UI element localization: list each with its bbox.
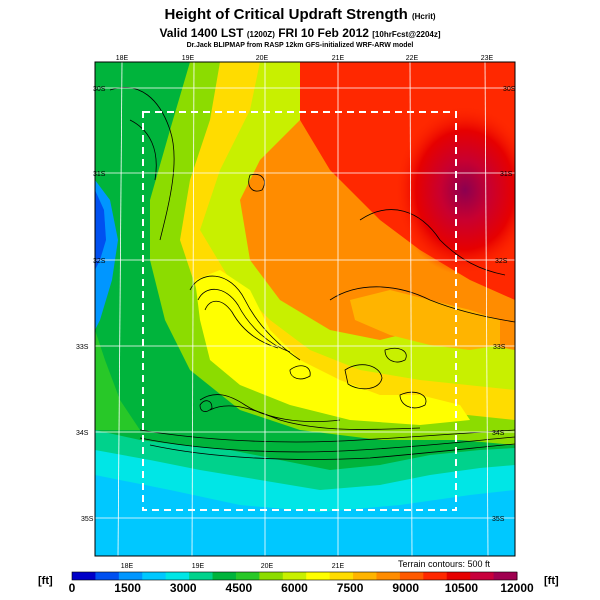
lat-label-right: 31S xyxy=(500,171,513,178)
colorbar-swatch xyxy=(72,572,96,580)
lat-label-left: 31S xyxy=(93,171,106,178)
model-credit: Dr.Jack BLIPMAP from RASP 12km GFS-initi… xyxy=(186,42,414,49)
colorbar-tick-label: 12000 xyxy=(500,581,534,595)
lon-label-top: 20E xyxy=(256,55,269,62)
lon-label-top: 18E xyxy=(116,55,129,62)
colorbar-swatch xyxy=(212,572,237,580)
colorbar-tick-label: 4500 xyxy=(225,581,253,595)
map-frame xyxy=(94,61,516,557)
lat-label-right: 32S xyxy=(495,258,508,265)
colorbar-tick-label: 6000 xyxy=(281,581,308,595)
colorbar-swatch xyxy=(189,572,214,580)
colorbar-swatch xyxy=(399,572,424,580)
colorbar-swatch xyxy=(259,572,284,580)
lon-label-bottom: 20E xyxy=(261,563,274,570)
lon-label-top: 19E xyxy=(182,55,195,62)
lon-label-bottom: 21E xyxy=(332,563,345,570)
colorbar-frame xyxy=(71,571,518,581)
colorbar-swatch xyxy=(235,572,260,580)
lat-label-right: 35S xyxy=(492,516,505,523)
height-field xyxy=(95,62,515,556)
lat-label-left: 32S xyxy=(93,258,106,265)
colorbar-tick-label: 9000 xyxy=(392,581,420,595)
colorbar-swatch xyxy=(95,572,120,580)
valid-date: FRI 10 Feb 2012 xyxy=(278,26,369,40)
colorbar-tick-label: 7500 xyxy=(336,581,364,595)
lat-label-right: 34S xyxy=(492,430,505,437)
lat-label-left: 34S xyxy=(76,430,89,437)
lat-label-left: 30S xyxy=(93,86,106,93)
colorbar-tick-label: 0 xyxy=(68,581,76,595)
colorbar-unit-right: [ft] xyxy=(544,575,559,587)
terrain-note: Terrain contours: 500 ft xyxy=(398,559,491,569)
graticule xyxy=(95,61,515,557)
grid-labels: 18E 19E 20E 21E 22E 23E 18E 19E 20E 21E … xyxy=(76,55,516,570)
colorbar-swatch xyxy=(423,572,448,580)
colorbar-swatch xyxy=(165,572,190,580)
colorbar-tick-label: 1500 xyxy=(114,581,141,595)
colorbar-swatch xyxy=(329,572,354,580)
colorbar-swatch xyxy=(353,572,377,580)
lon-label-top: 21E xyxy=(332,55,345,62)
colorbar-swatch xyxy=(118,572,143,580)
colorbar-swatch xyxy=(446,572,471,580)
colorbar-swatch xyxy=(376,572,401,580)
lon-label-top: 23E xyxy=(481,55,494,62)
colorbar-tick-label: 10500 xyxy=(444,581,479,595)
lat-label-right: 33S xyxy=(493,344,506,351)
colorbar-swatch xyxy=(142,572,167,580)
lon-label-top: 22E xyxy=(406,55,419,62)
valid-time-line: Valid 1400 LST (1200Z) FRI 10 Feb 2012 [… xyxy=(159,26,441,40)
lat-label-right: 30S xyxy=(503,86,516,93)
inner-domain-box xyxy=(142,111,457,511)
forecast-code: [10hrFcst@2204z] xyxy=(372,30,441,39)
lat-label-left: 33S xyxy=(76,344,89,351)
lon-label-bottom: 19E xyxy=(192,563,205,570)
colorbar-swatch xyxy=(306,572,331,580)
colorbar-swatch xyxy=(470,572,495,580)
terrain-contours xyxy=(109,87,515,460)
colorbar-swatch xyxy=(282,572,307,580)
colorbar-tick-label: 3000 xyxy=(169,581,197,595)
valid-code: (1200Z) xyxy=(246,30,275,39)
colorbar xyxy=(71,571,518,581)
title-unit: (Hcrit) xyxy=(411,12,436,21)
colorbar-swatch xyxy=(493,572,518,580)
colorbar-unit-left: [ft] xyxy=(38,575,53,587)
lon-label-bottom: 18E xyxy=(121,563,134,570)
lat-label-left: 35S xyxy=(81,516,94,523)
map-title: Height of Critical Updraft Strength (Hcr… xyxy=(164,6,436,23)
